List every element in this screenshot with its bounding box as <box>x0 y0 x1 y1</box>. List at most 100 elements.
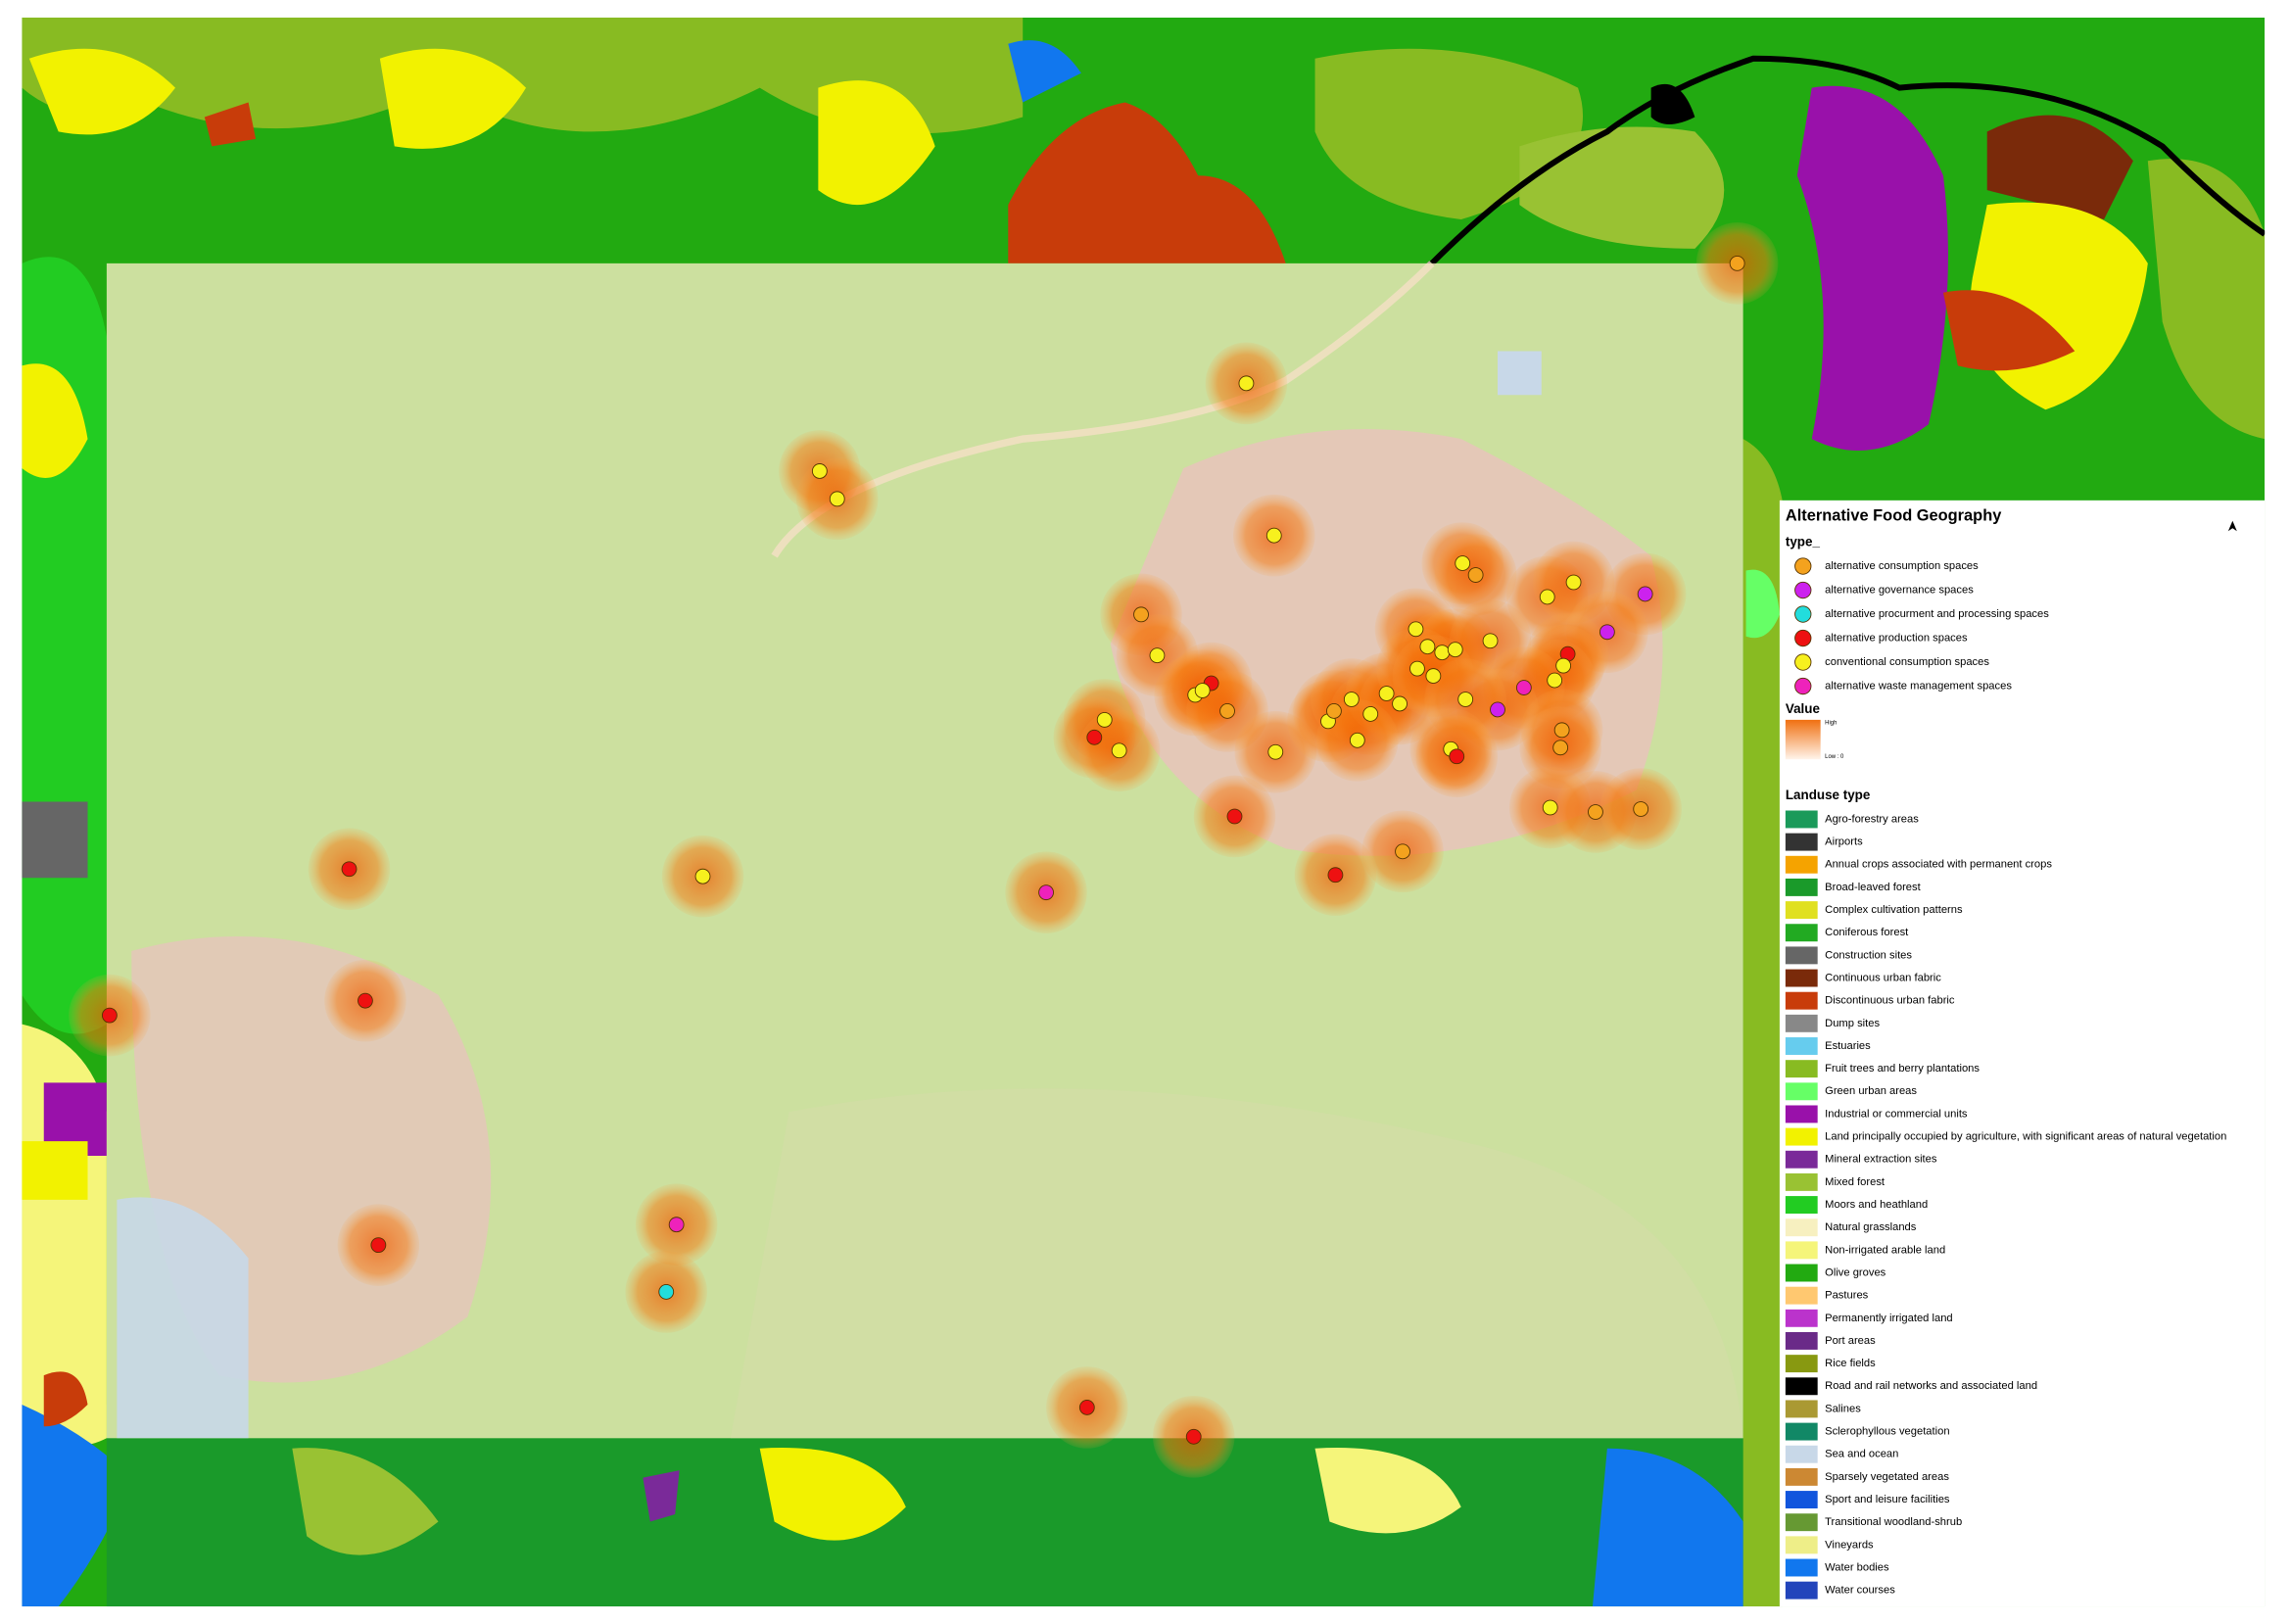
legend-label: Land principally occupied by agriculture… <box>1825 1131 2226 1143</box>
legend-symbol <box>1794 605 1812 623</box>
land-patch <box>1942 290 2076 371</box>
food-space-point <box>1327 867 1344 884</box>
legend-swatch <box>1785 924 1818 942</box>
food-space-point <box>1362 706 1379 722</box>
land-patch <box>759 1448 906 1541</box>
legend-swatch <box>1785 1332 1818 1350</box>
legend-label: Sport and leisure facilities <box>1825 1494 1950 1505</box>
legend: Alternative Food Geography type_ alternati… <box>1785 507 2226 1600</box>
legend-swatch <box>1785 1172 1818 1191</box>
land-patch <box>1314 48 1584 220</box>
legend-swatch <box>1785 1014 1818 1032</box>
legend-swatch <box>1785 1150 1818 1169</box>
legend-swatch <box>1785 991 1818 1010</box>
legend-label: Water bodies <box>1825 1561 1889 1573</box>
food-space-point <box>1565 574 1582 591</box>
legend-label: Airports <box>1825 836 1863 848</box>
food-space-point <box>341 861 358 878</box>
food-space-point <box>1326 703 1342 719</box>
legend-label: Vineyards <box>1825 1539 1874 1551</box>
legend-label: Dump sites <box>1825 1018 1880 1029</box>
road-land <box>1650 83 1695 124</box>
food-space-point <box>1194 683 1211 698</box>
food-space-point <box>1434 645 1451 661</box>
legend-label: Green urban areas <box>1825 1085 1917 1097</box>
food-space-point <box>1482 633 1499 649</box>
legend-swatch <box>1785 1105 1818 1123</box>
food-space-point <box>1078 1400 1095 1415</box>
legend-label: Annual crops associated with permanent c… <box>1825 859 2052 871</box>
food-space-point <box>1447 642 1463 658</box>
legend-label: Broad-leaved forest <box>1825 882 1921 893</box>
food-space-point <box>1133 606 1149 623</box>
food-space-point <box>1378 686 1395 701</box>
food-space-point <box>1265 527 1282 544</box>
legend-label: Non-irrigated arable land <box>1825 1244 1945 1256</box>
points <box>101 255 1745 1445</box>
legend-swatch <box>1785 1491 1818 1508</box>
land-patch <box>22 1404 132 1607</box>
food-space-point <box>101 1007 118 1024</box>
legend-label: alternative governance spaces <box>1825 585 1974 597</box>
legend-label: Sparsely vegetated areas <box>1825 1471 1949 1483</box>
land-patch <box>1314 1448 1461 1534</box>
legend-swatch <box>1785 1264 1818 1282</box>
legend-label: Estuaries <box>1825 1040 1871 1052</box>
food-space-point <box>1395 843 1410 860</box>
food-space-point <box>1149 647 1166 664</box>
legend-swatch <box>1785 1467 1818 1486</box>
food-space-point <box>1588 804 1603 820</box>
land-patch <box>28 48 176 135</box>
legend-label: Construction sites <box>1825 949 1912 961</box>
legend-symbol <box>1794 557 1812 575</box>
value-low-label: Low : 0 <box>1825 754 1844 760</box>
legend-symbol <box>1794 581 1812 599</box>
food-space-point <box>1547 672 1563 689</box>
food-space-point <box>358 992 373 1009</box>
legend-swatch <box>1785 1037 1818 1055</box>
legend-swatch <box>1785 1377 1818 1396</box>
land-patch <box>1592 1448 1743 1607</box>
land-patch <box>1986 115 2133 220</box>
legend-swatch <box>1785 1082 1818 1101</box>
legend-swatch <box>1785 878 1818 896</box>
food-space-point <box>1552 740 1569 756</box>
legend-swatch <box>1785 1422 1818 1441</box>
land-patch <box>22 1141 88 1200</box>
food-space-point <box>1238 375 1255 392</box>
land-patch <box>43 1371 88 1427</box>
legend-symbol <box>1794 629 1812 647</box>
food-space-point <box>1408 621 1424 638</box>
food-space-point <box>811 463 828 479</box>
land-patch <box>1008 40 1081 103</box>
legend-swatch <box>1785 969 1818 987</box>
food-space-point <box>1096 711 1113 728</box>
food-space-point <box>1349 732 1365 748</box>
legend-label: Natural grasslands <box>1825 1221 1917 1233</box>
legend-label: Complex cultivation patterns <box>1825 904 1963 916</box>
land-patch <box>2147 159 2266 440</box>
legend-heading: Value <box>1786 701 1820 716</box>
food-space-point <box>1392 695 1408 712</box>
legend-label: alternative production spaces <box>1825 632 1968 644</box>
legend-swatch <box>1785 1060 1818 1078</box>
food-space-point <box>1555 657 1572 674</box>
legend-label: Industrial or commercial units <box>1825 1108 1968 1120</box>
legend-swatch <box>1785 1218 1818 1237</box>
food-space-point <box>1457 692 1474 707</box>
legend-label: Transitional woodland-shrub <box>1825 1516 1962 1528</box>
food-space-point <box>1409 660 1425 677</box>
food-space-point <box>658 1284 675 1300</box>
legend-swatch <box>1785 1286 1818 1305</box>
legend-label: Permanently irrigated land <box>1825 1313 1953 1324</box>
legend-title: Alternative Food Geography <box>1786 507 2002 525</box>
legend-label: Water courses <box>1825 1585 1895 1597</box>
food-space-point <box>1185 1428 1202 1445</box>
farm-zone <box>730 1088 1743 1439</box>
legend-label: alternative waste management spaces <box>1825 680 2012 692</box>
land-patch <box>818 80 935 206</box>
legend-label: Port areas <box>1825 1335 1876 1347</box>
food-space-point <box>1449 748 1465 765</box>
